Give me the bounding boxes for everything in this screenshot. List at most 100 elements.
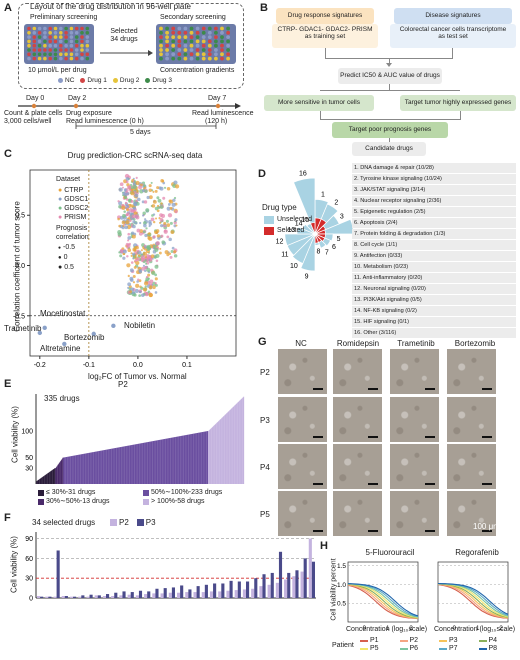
plate-well [53, 48, 58, 52]
legend-drug1: Drug 1 [80, 77, 107, 84]
poor-prognosis-box: Target poor prognosis genes [332, 122, 448, 138]
e-bar [52, 469, 53, 484]
e-bar [127, 445, 129, 484]
f-bar-p3 [97, 595, 101, 598]
test-set-box: Colorectal cancer cells transcriptome as… [390, 24, 516, 48]
e-bar [210, 428, 212, 484]
e-bar [109, 448, 111, 484]
pathway-list: 1. DNA damage & repair (10/28) 2. Tyrosin… [352, 163, 516, 339]
e-bar [83, 453, 85, 484]
e-bar [147, 442, 148, 484]
plate-well [85, 39, 90, 44]
c-point [132, 257, 135, 260]
f-bar-p3 [213, 583, 217, 598]
plate-well [59, 26, 63, 31]
c-point [159, 205, 164, 209]
e-bar [50, 470, 52, 484]
e-bar [211, 428, 212, 484]
c-point [143, 223, 147, 228]
e-bar [40, 478, 42, 484]
plate-well [159, 26, 163, 31]
c-point [171, 246, 175, 250]
e-bar [77, 454, 79, 484]
e-bar [186, 434, 188, 484]
e-bar [95, 451, 97, 484]
e-bar [166, 438, 168, 484]
e-title: P2 [118, 380, 128, 389]
plate-well [27, 31, 31, 35]
plate-well [37, 56, 42, 61]
plate-well [201, 56, 206, 61]
e-bar [181, 435, 183, 484]
plate-well [214, 30, 218, 35]
c-point [163, 221, 167, 225]
plate-well [226, 30, 230, 35]
e-bar [169, 438, 171, 484]
c-point [129, 203, 132, 206]
h-plot-frame [347, 561, 419, 623]
e-bar [234, 405, 235, 484]
pathway-item: 7. Protein folding & degradation (1/3) [352, 229, 516, 239]
e-bar [149, 441, 151, 484]
e-bar [106, 449, 108, 484]
f-ytick-label: 30 [25, 576, 33, 583]
e-bar [202, 431, 204, 484]
e-bar [152, 441, 154, 484]
f-bar-p3 [196, 586, 200, 598]
c-point [145, 275, 149, 279]
plate-well [207, 48, 212, 52]
b-connector-7 [320, 111, 321, 119]
e-bar [190, 434, 192, 484]
f-bar-p3 [56, 550, 60, 598]
c-point [118, 205, 122, 209]
c-point [146, 246, 150, 249]
e-count: 335 drugs [44, 394, 80, 403]
e-bar [171, 437, 173, 484]
g-row-p5: P5 [260, 510, 270, 519]
sensitive-box: More sensitive in tumor cells [264, 95, 374, 111]
e-bar [119, 447, 120, 484]
legend-gt100: > 100%-58 drugs [143, 497, 248, 506]
c-point [118, 187, 123, 192]
legend-prism: ● PRISM [58, 214, 87, 221]
e-bar [67, 456, 68, 484]
legend-gdsc1: ● GDSC1 [58, 196, 89, 203]
e-bar [216, 423, 217, 484]
scale-bar [482, 436, 492, 438]
e-bar [242, 397, 244, 484]
day7-desc2: (120 h) [205, 118, 228, 125]
e-bar [220, 418, 222, 484]
f-ytick-label: 0 [29, 596, 33, 603]
e-bar [52, 469, 54, 484]
b-connector-9 [320, 119, 461, 120]
plate-well [48, 31, 52, 35]
c-point [174, 184, 180, 189]
c-point [154, 291, 158, 294]
plate-well [226, 35, 230, 39]
f-bar-p2 [168, 592, 172, 598]
e-bar [197, 432, 199, 484]
plate-well [195, 26, 200, 31]
c-legend-title: Dataset [56, 176, 81, 183]
e-bar [44, 475, 45, 484]
e-bar [38, 479, 40, 484]
e-bar [70, 456, 72, 484]
c-point [142, 211, 146, 216]
e-bar [48, 472, 50, 484]
legend-p2: P2 [110, 518, 129, 527]
e-bar [91, 452, 93, 484]
plate-well [201, 35, 206, 39]
c-point [140, 286, 144, 290]
h-xtick-label: 0 [453, 625, 457, 632]
c-point [173, 196, 177, 200]
c-point [175, 224, 178, 227]
plate-well [80, 56, 84, 61]
plate-well [177, 56, 182, 61]
plate-well [195, 39, 200, 44]
plate-well [48, 43, 52, 48]
panel-c-label: C [4, 148, 12, 160]
e-bar [223, 415, 225, 484]
e-bar [60, 460, 62, 484]
e-bar [63, 457, 65, 484]
e-bar [94, 451, 96, 484]
